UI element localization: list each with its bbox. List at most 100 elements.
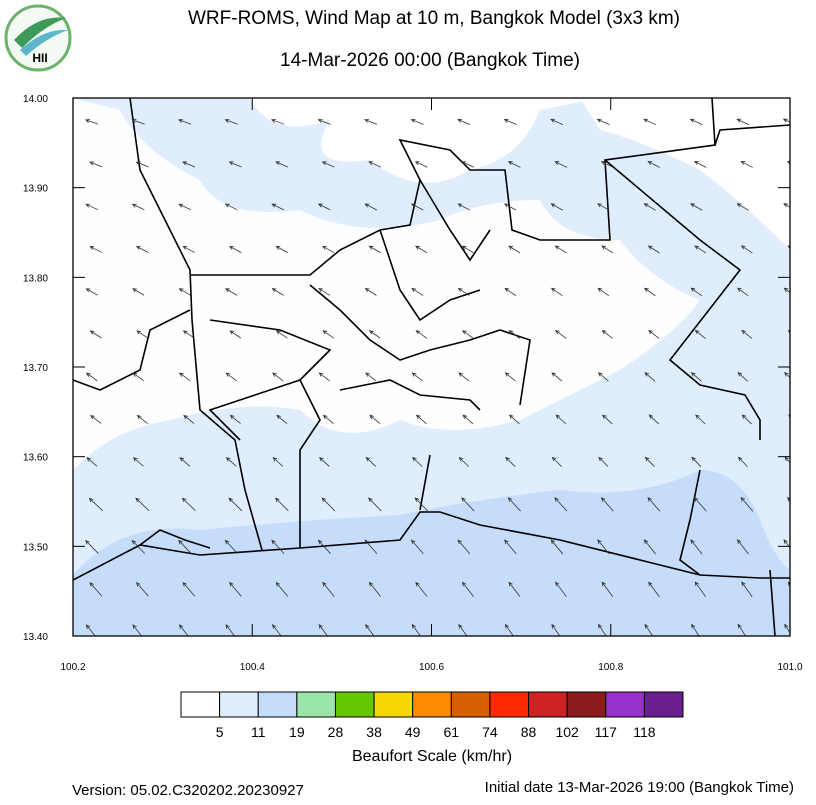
colorbar-box (605, 691, 645, 718)
wind-arrow (85, 624, 96, 636)
wind-arrow (411, 623, 421, 636)
wind-arrow (85, 539, 99, 554)
colorbar-label: 5 (216, 724, 224, 740)
wind-arrow (225, 372, 237, 382)
wind-arrow (415, 245, 428, 254)
wind-arrow (643, 118, 657, 126)
wind-arrow (364, 539, 378, 555)
wind-arrow (740, 245, 753, 254)
wind-arrow (84, 119, 99, 125)
wind-arrow (368, 330, 381, 339)
wind-arrow (131, 119, 145, 125)
wind-arrow (694, 245, 707, 254)
wind-arrow (554, 245, 567, 254)
shade-white (580, 98, 790, 250)
wind-arrow (364, 288, 377, 296)
wind-arrow (461, 581, 474, 597)
wind-arrow (365, 372, 377, 382)
wind-arrow (644, 372, 656, 382)
wind-arrow (224, 203, 238, 211)
wind-arrow (648, 414, 660, 425)
wind-arrow (275, 581, 289, 597)
wind-arrow (644, 456, 655, 467)
colorbar-label: 38 (366, 724, 382, 740)
wind-arrow (508, 414, 520, 425)
wind-arrow (461, 330, 474, 339)
wind-arrow (691, 623, 700, 636)
wind-arrow (365, 456, 377, 467)
wind-arrow (276, 414, 288, 424)
wind-arrow (601, 329, 613, 339)
wind-arrow (554, 497, 568, 512)
wind-arrow (225, 288, 238, 296)
colorbar-box (643, 691, 684, 718)
wind-arrow (89, 161, 103, 168)
wind-arrow (317, 539, 331, 554)
wind-arrow (461, 161, 475, 168)
wind-arrow (736, 539, 749, 555)
wind-arrow (271, 203, 285, 211)
wind-arrow (271, 288, 284, 296)
wind-arrow (136, 414, 148, 424)
x-tick-label: 100.2 (60, 662, 85, 673)
wind-arrow (741, 581, 753, 598)
wind-arrow (88, 497, 103, 511)
wind-arrow (691, 456, 702, 467)
map-area (73, 98, 790, 636)
wind-arrow (178, 119, 192, 125)
x-tick-label: 101.0 (777, 662, 802, 673)
wind-arrow (364, 203, 377, 211)
wind-arrow (643, 539, 656, 555)
y-tick-label: 13.80 (23, 273, 48, 284)
wind-arrow (318, 288, 331, 296)
colorbar-title: Beaufort Scale (km/hr) (352, 748, 512, 765)
wind-arrow (411, 287, 424, 296)
wind-arrow (597, 372, 609, 382)
wind-arrow (181, 497, 196, 512)
colorbar-box (489, 691, 530, 718)
wind-arrow (414, 161, 428, 168)
wind-arrow (643, 203, 656, 211)
x-tick-label: 100.4 (240, 662, 265, 673)
wind-arrow (415, 581, 428, 597)
wind-arrow (551, 623, 561, 636)
wind-arrow (600, 497, 614, 512)
wind-arrow (457, 539, 471, 555)
wind-arrow (458, 456, 469, 467)
wind-arrow (648, 581, 660, 598)
wind-arrow (741, 329, 753, 339)
wind-arrow (321, 161, 335, 168)
wind-arrow (503, 203, 517, 211)
wind-arrow (648, 329, 660, 339)
wind-arrow (322, 245, 335, 254)
wind-arrow (601, 581, 614, 597)
wind-arrow (458, 372, 470, 382)
colorbar-label: 102 (555, 724, 579, 740)
colorbar-box (257, 691, 298, 718)
wind-arrow (415, 414, 427, 425)
colorbar-box (219, 691, 259, 718)
wind-arrow (551, 372, 563, 382)
wind-arrow (550, 287, 563, 296)
wind-arrow (131, 203, 145, 211)
wind-arrow (550, 118, 564, 125)
wind-arrow (412, 456, 423, 467)
wind-arrow (694, 581, 707, 598)
wind-arrow (228, 161, 242, 168)
wind-arrow (274, 497, 289, 512)
colorbar-box (450, 691, 491, 718)
wind-arrow (694, 329, 706, 339)
wind-arrow (737, 456, 748, 468)
wind-arrows (84, 118, 790, 636)
wind-arrow (272, 372, 284, 382)
colorbar: 5 11 19 28 38 49 61 74 88 102 117 118 (180, 691, 684, 740)
wind-arrow (415, 330, 428, 339)
wind-arrow (504, 539, 517, 555)
y-tick-label: 13.60 (23, 453, 48, 464)
wind-arrow (369, 414, 381, 425)
wind-arrow (647, 245, 660, 254)
wind-arrow (461, 245, 474, 254)
wind-arrow (554, 161, 568, 168)
wind-arrow (322, 581, 335, 597)
colorbar-label: 28 (328, 724, 344, 740)
